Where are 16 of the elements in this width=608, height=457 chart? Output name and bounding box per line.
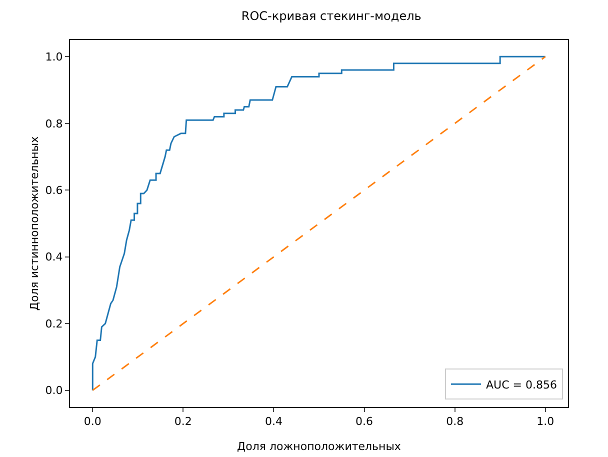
x-tick-label: 0.4: [264, 415, 282, 428]
x-tick-label: 0.8: [446, 415, 464, 428]
chart-title: ROC-кривая стекинг-модель: [241, 8, 422, 23]
x-tick-label: 0.0: [84, 415, 102, 428]
y-axis-title: Доля истинноположительных: [28, 136, 41, 311]
legend-label: AUC = 0.856: [486, 378, 557, 392]
x-tick-label: 0.6: [356, 415, 374, 428]
x-tick-label: 0.2: [174, 415, 192, 428]
y-tick-label: 0.8: [45, 117, 63, 130]
y-tick-label: 0.6: [45, 184, 63, 197]
x-tick-label: 1.0: [536, 415, 554, 428]
x-axis-title: Доля ложноположительных: [237, 440, 402, 453]
y-tick-label: 0.0: [45, 384, 63, 398]
y-tick-label: 0.4: [45, 250, 63, 264]
y-tick-label: 0.2: [45, 317, 63, 330]
y-tick-label: 1.0: [45, 50, 63, 64]
